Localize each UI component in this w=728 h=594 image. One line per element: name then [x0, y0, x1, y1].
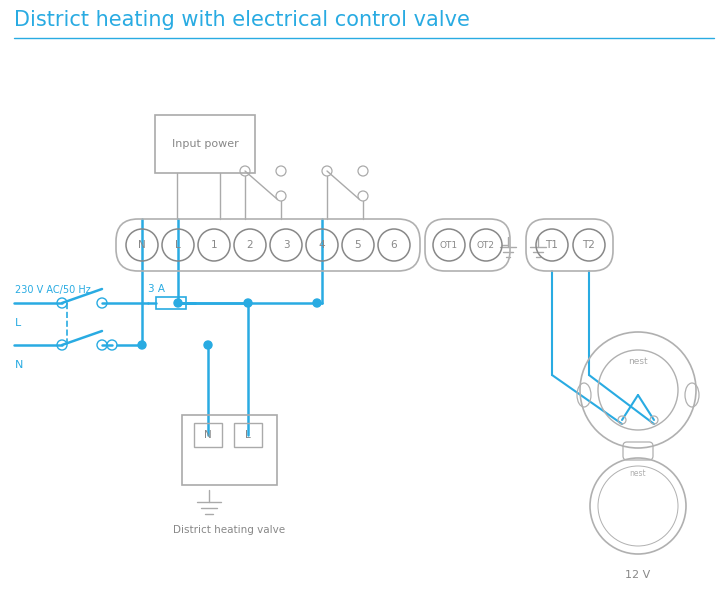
Text: 1: 1	[210, 240, 218, 250]
Text: OT2: OT2	[477, 241, 495, 249]
Circle shape	[313, 299, 321, 307]
Text: District heating valve: District heating valve	[173, 525, 285, 535]
Text: 4: 4	[319, 240, 325, 250]
Text: N: N	[138, 240, 146, 250]
Text: L: L	[15, 318, 21, 328]
Text: 3: 3	[282, 240, 289, 250]
Bar	[156, 297, 186, 309]
Text: nest: nest	[630, 469, 646, 479]
Text: OT1: OT1	[440, 241, 458, 249]
Text: Input power: Input power	[172, 139, 238, 149]
Text: 2: 2	[247, 240, 253, 250]
Text: L: L	[245, 430, 251, 440]
Circle shape	[138, 341, 146, 349]
Circle shape	[204, 341, 212, 349]
Circle shape	[244, 299, 252, 307]
Text: L: L	[175, 240, 181, 250]
Bar	[155, 115, 255, 173]
Bar	[194, 423, 222, 447]
Bar	[234, 423, 262, 447]
Text: 5: 5	[355, 240, 361, 250]
Text: 6: 6	[391, 240, 397, 250]
Text: 230 V AC/50 Hz: 230 V AC/50 Hz	[15, 285, 91, 295]
Text: District heating with electrical control valve: District heating with electrical control…	[14, 10, 470, 30]
Text: T2: T2	[582, 240, 596, 250]
Text: T1: T1	[545, 240, 558, 250]
Text: N: N	[204, 430, 212, 440]
Text: nest: nest	[628, 358, 648, 366]
Circle shape	[174, 299, 182, 307]
Text: 3 A: 3 A	[148, 284, 165, 294]
Bar	[182, 415, 277, 485]
Text: N: N	[15, 360, 23, 370]
Text: 12 V: 12 V	[625, 570, 651, 580]
